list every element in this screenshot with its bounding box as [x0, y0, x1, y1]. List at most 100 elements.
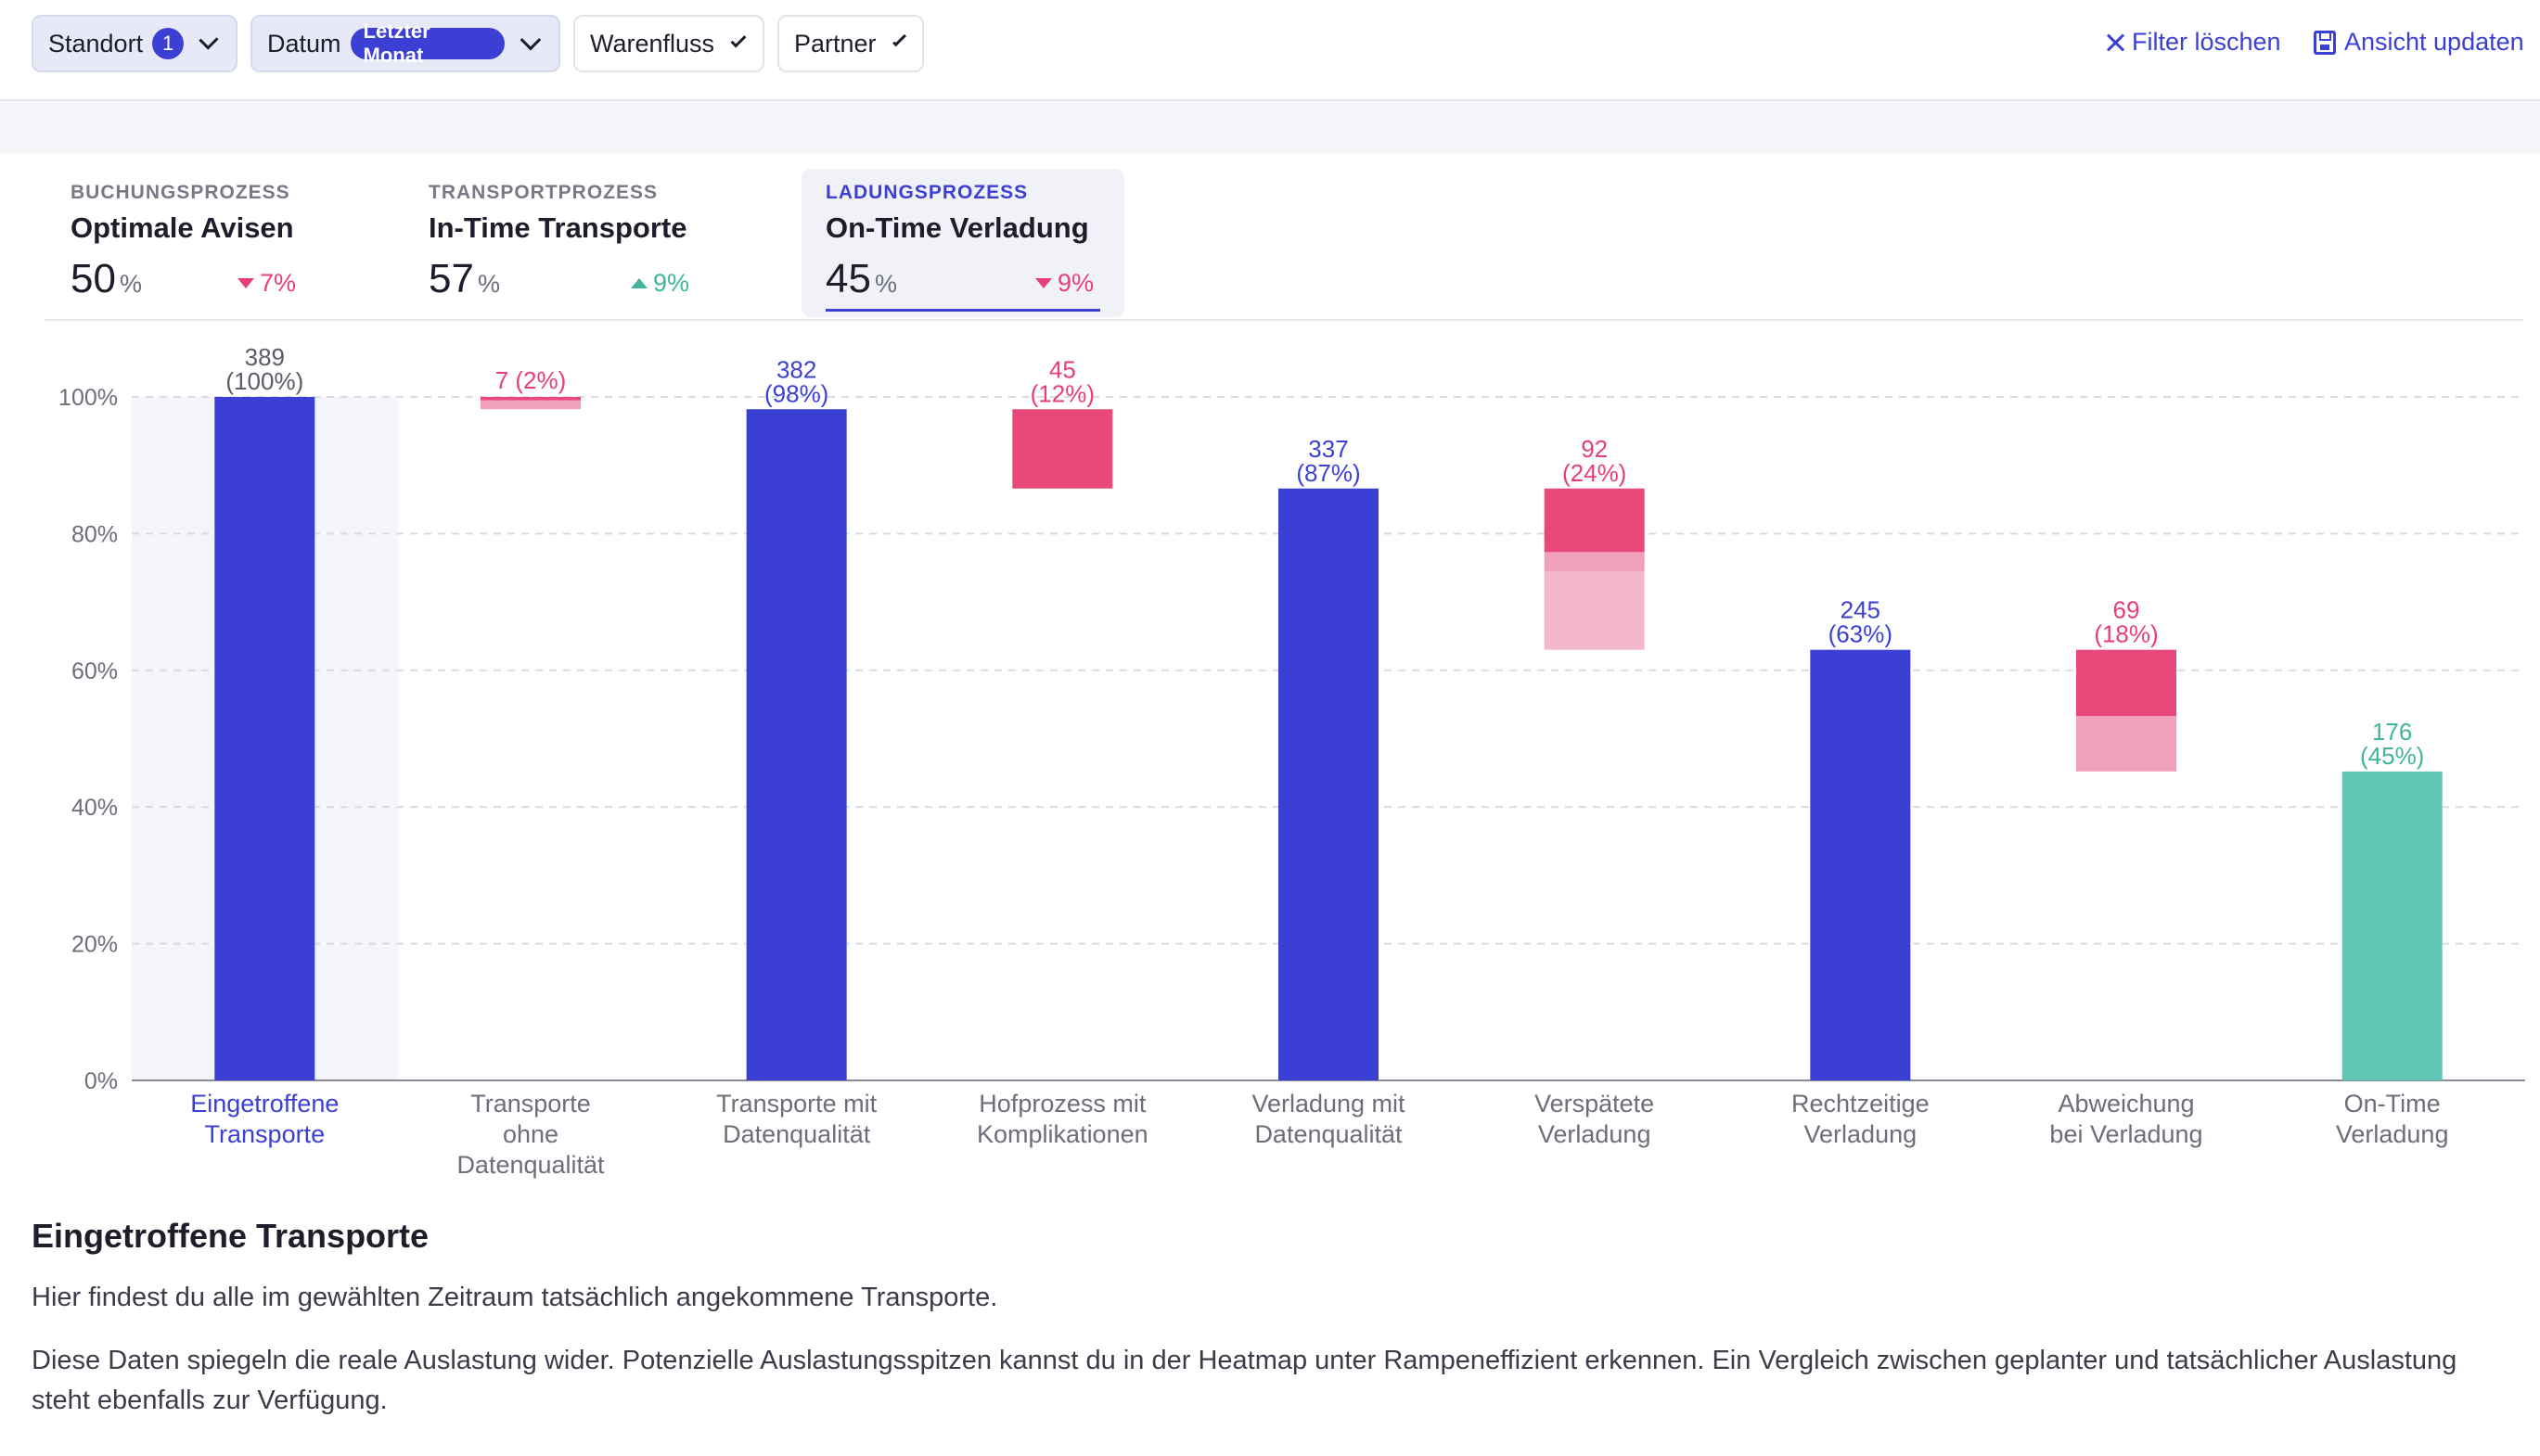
x-category-label: Rechtzeitige: [1791, 1090, 1930, 1118]
kpi-value: 57%: [429, 256, 500, 301]
x-category-label: Transporte: [470, 1090, 591, 1118]
description-title: Eingetroffene Transporte: [32, 1217, 430, 1255]
bar-1-segment[interactable]: [214, 397, 315, 1080]
bar-6-segment[interactable]: [1544, 552, 1645, 571]
kpi-tab-transportprozess[interactable]: TRANSPORTPROZESS In-Time Transporte 57% …: [404, 169, 720, 317]
update-view-button[interactable]: Ansicht updaten: [2314, 28, 2524, 57]
clear-filters-label: Filter löschen: [2132, 28, 2281, 56]
close-icon: [2106, 33, 2124, 52]
x-category-label: Datenqualität: [456, 1151, 605, 1179]
kpi-category: BUCHUNGSPROZESS: [71, 182, 290, 203]
x-category-label: ohne: [503, 1120, 558, 1148]
x-category-label: Hofprozess mit: [979, 1090, 1147, 1118]
filter-datum[interactable]: Datum Letzter Monat: [250, 15, 560, 72]
chevron-down-icon: [520, 29, 542, 51]
waterfall-chart: 0% 20% 40% 60% 80% 100% 389(100%) Eingetroffene…: [58, 343, 2525, 1179]
y-tick-label: 100%: [58, 385, 118, 411]
x-category-label[interactable]: Transporte: [205, 1120, 326, 1148]
bar-9-segment[interactable]: [2341, 771, 2443, 1080]
bar-2-segment[interactable]: [481, 400, 581, 410]
bar-8-segment[interactable]: [2076, 649, 2176, 717]
clear-filters-button[interactable]: Filter löschen: [2106, 28, 2281, 57]
page-background-strip: [0, 101, 2540, 153]
kpi-name: Optimale Avisen: [71, 211, 294, 244]
bar-7-segment[interactable]: [1810, 649, 1911, 1080]
x-category-label: Verladung: [2336, 1120, 2449, 1148]
bar-2-segment[interactable]: [481, 397, 581, 401]
x-category-label: Datenqualität: [1254, 1120, 1403, 1148]
y-tick-label: 60%: [71, 658, 118, 684]
y-tick-label: 0%: [84, 1068, 118, 1094]
filter-bar: Standort 1 Datum Letzter Monat Warenflus…: [0, 0, 2540, 101]
filter-standort[interactable]: Standort 1: [32, 15, 237, 72]
filter-warenfluss-label: Warenfluss: [590, 29, 715, 57]
x-category-label: Verladung mit: [1251, 1090, 1405, 1118]
chevron-down-icon: [892, 32, 906, 47]
bar-5-segment[interactable]: [1278, 488, 1379, 1080]
bar-value-label: 7 (2%): [495, 366, 567, 394]
divider: [45, 319, 2523, 321]
trend-down-icon: [237, 278, 254, 288]
x-category-label: Verspätete: [1534, 1090, 1654, 1118]
bar-percent-label: (63%): [1828, 620, 1892, 648]
kpi-delta: 9%: [631, 269, 689, 298]
bar-count-label: 389: [245, 343, 285, 371]
bar-count-label: 69: [2113, 596, 2140, 624]
x-category-label: Transporte mit: [716, 1090, 878, 1118]
y-tick-label: 20%: [71, 932, 118, 958]
x-category-label: Verladung: [1804, 1120, 1918, 1148]
bar-count-label: 92: [1581, 435, 1608, 463]
update-view-label: Ansicht updaten: [2344, 28, 2524, 56]
trend-up-icon: [631, 278, 648, 288]
description-text-2: Diese Daten spiegeln die reale Auslastun…: [32, 1346, 2457, 1415]
x-category-label: Abweichung: [2058, 1090, 2194, 1118]
bar-count-label: 382: [776, 355, 816, 383]
kpi-tab-buchungsprozess[interactable]: BUCHUNGSPROZESS Optimale Avisen 50% 7%: [46, 169, 325, 317]
kpi-name: In-Time Transporte: [429, 211, 687, 244]
chevron-down-icon: [199, 30, 219, 50]
bar-count-label: 45: [1049, 355, 1076, 383]
trend-down-icon: [1035, 278, 1052, 288]
chevron-down-icon: [730, 32, 747, 48]
y-tick-label: 80%: [71, 521, 118, 547]
bar-percent-label: (98%): [764, 379, 828, 407]
kpi-delta: 9%: [1035, 269, 1094, 298]
kpi-category: TRANSPORTPROZESS: [429, 182, 659, 203]
filter-partner-label: Partner: [794, 29, 877, 57]
description-text-1: Hier findest du alle im gewählten Zeitra…: [32, 1283, 998, 1312]
y-tick-label: 40%: [71, 795, 118, 821]
x-category-label: Komplikationen: [977, 1120, 1148, 1148]
filter-partner[interactable]: Partner: [777, 15, 924, 72]
bar-6-segment[interactable]: [1544, 488, 1645, 553]
bar-count-label: 176: [2372, 718, 2412, 746]
filter-standort-label: Standort: [48, 29, 144, 57]
kpi-delta: 7%: [237, 269, 296, 298]
bar-6-segment[interactable]: [1544, 570, 1645, 650]
bar-percent-label: (24%): [1562, 459, 1626, 487]
x-category-label[interactable]: Eingetroffene: [190, 1090, 339, 1118]
active-tab-underline: [826, 309, 1100, 312]
filter-standort-badge: 1: [152, 28, 185, 59]
bar-3-segment[interactable]: [746, 409, 847, 1080]
kpi-name: On-Time Verladung: [826, 211, 1089, 244]
bar-percent-label: (87%): [1296, 459, 1360, 487]
kpi-value: 45%: [826, 256, 897, 301]
filter-datum-label: Datum: [267, 29, 341, 57]
bar-percent-label: (100%): [225, 367, 303, 395]
bar-4-segment[interactable]: [1012, 409, 1113, 489]
bar-count-label: 337: [1308, 435, 1348, 463]
save-icon: [2314, 30, 2336, 55]
bar-percent-label: (45%): [2360, 742, 2424, 770]
bar-count-label: 245: [1841, 596, 1880, 624]
x-category-label: bei Verladung: [2049, 1120, 2202, 1148]
bar-8-segment[interactable]: [2076, 716, 2176, 772]
content-card: [4, 153, 2540, 1456]
kpi-tab-ladungsprozess[interactable]: LADUNGSPROZESS On-Time Verladung 45% 9%: [802, 169, 1124, 317]
filter-warenfluss[interactable]: Warenfluss: [573, 15, 764, 72]
x-category-label: Verladung: [1538, 1120, 1651, 1148]
bar-percent-label: (12%): [1031, 379, 1095, 407]
kpi-category: LADUNGSPROZESS: [826, 182, 1029, 203]
filter-datum-badge: Letzter Monat: [350, 19, 506, 67]
x-category-label: On-Time: [2344, 1090, 2441, 1118]
kpi-value: 50%: [71, 256, 142, 301]
